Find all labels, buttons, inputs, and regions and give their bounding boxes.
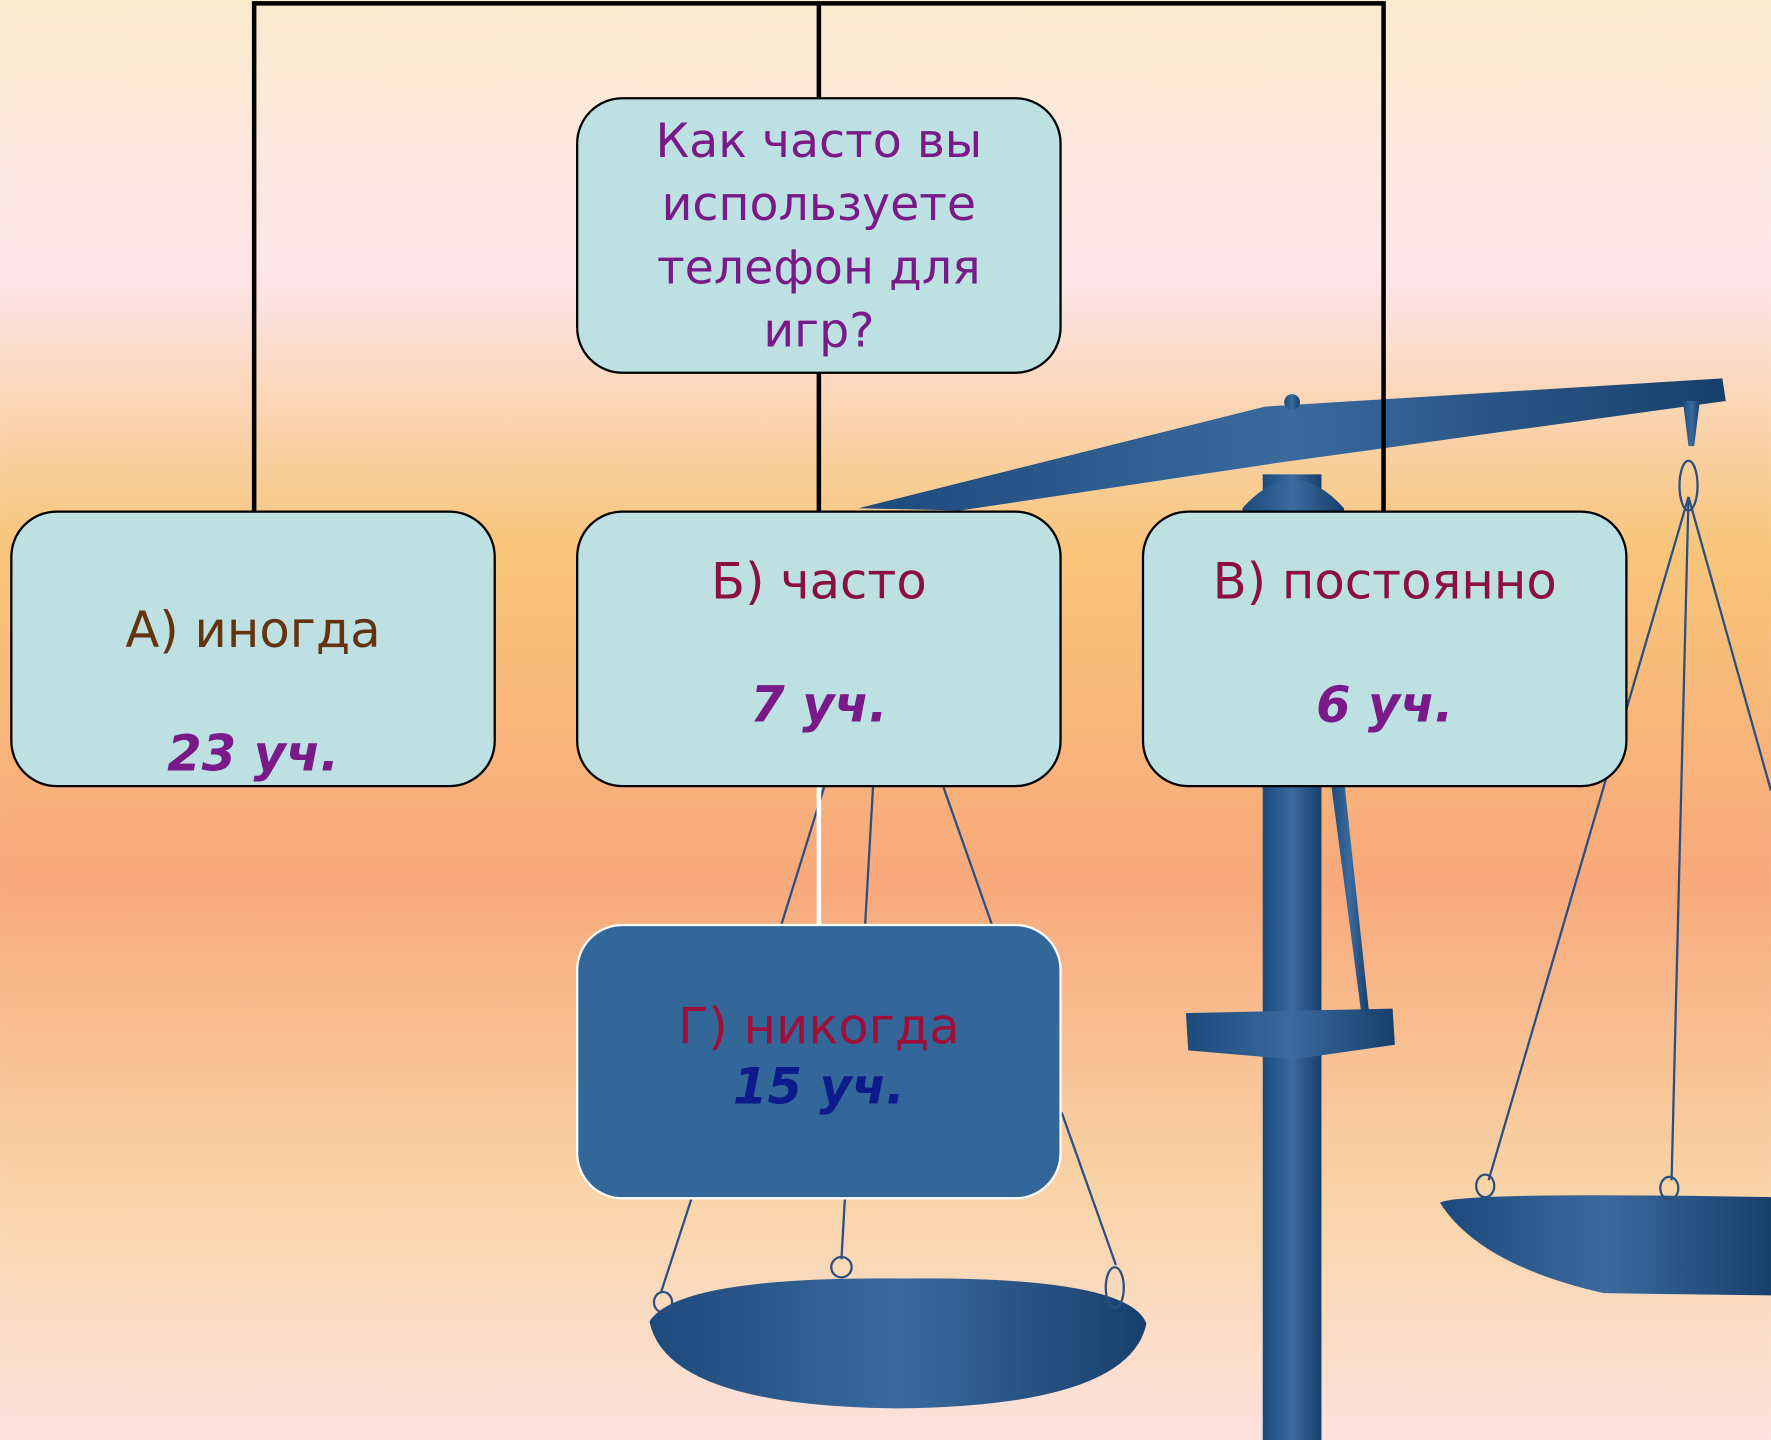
question-box: Как часто вы используете телефон для игр… xyxy=(577,98,1060,372)
option-label: Г) никогда xyxy=(678,998,960,1056)
option-c: В) постоянно 6 уч. xyxy=(1143,512,1626,786)
page: Как часто вы используете телефон для игр… xyxy=(0,0,1771,1440)
option-count: 23 уч. xyxy=(167,725,339,783)
option-b: Б) часто 7 уч. xyxy=(577,512,1060,786)
option-d: Г) никогда 15 уч. xyxy=(577,925,1060,1198)
option-label: А) иногда xyxy=(125,602,380,660)
option-count: 15 уч. xyxy=(733,1058,905,1116)
option-a: А) иногда 23 уч. xyxy=(11,512,494,794)
option-count: 7 уч. xyxy=(750,677,887,735)
option-label: В) постоянно xyxy=(1213,553,1557,611)
option-count: 6 уч. xyxy=(1316,677,1453,735)
question: Как часто вы используете телефон для игр… xyxy=(600,98,1038,372)
slide: Как часто вы используете телефон для игр… xyxy=(0,0,1771,1440)
option-label: Б) часто xyxy=(711,553,927,611)
